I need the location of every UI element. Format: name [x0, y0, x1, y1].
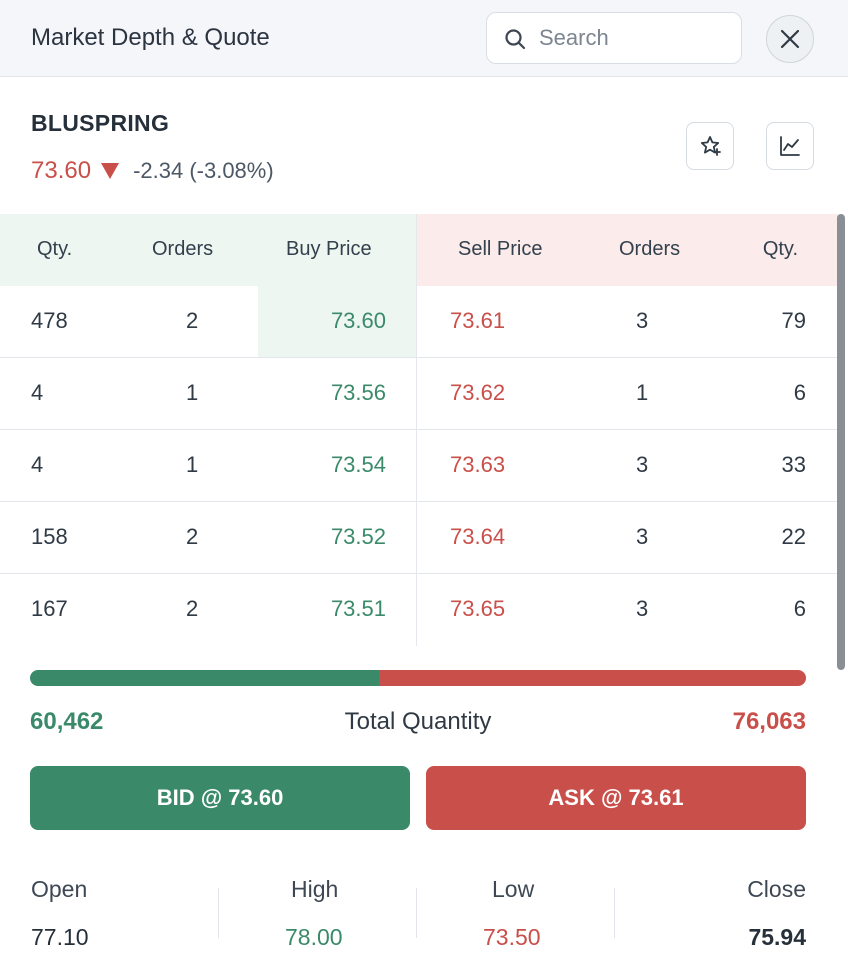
ohlc-section: Open 77.10 High 78.00 Low 73.50 Close 75…: [0, 868, 848, 958]
buy-orders: 1: [186, 452, 199, 477]
close-value: 75.94: [748, 924, 806, 950]
buy-price: 73.54: [330, 452, 386, 477]
ohlc-divider: [614, 888, 615, 938]
buy-qty: 158: [31, 524, 68, 549]
sell-price: 73.65: [450, 596, 506, 621]
open-label: Open: [31, 876, 88, 902]
buy-price: 73.52: [330, 524, 386, 549]
buy-qty: 167: [31, 596, 68, 621]
high-label: High: [291, 876, 339, 902]
total-quantity-label: Total Quantity: [344, 708, 492, 735]
star-plus-icon: [700, 136, 721, 156]
bid-button[interactable]: BID @ 73.60: [30, 766, 410, 830]
header-sell-orders: Orders: [619, 238, 681, 260]
buy-orders: 2: [186, 596, 199, 621]
search-input[interactable]: [539, 23, 729, 53]
ask-button[interactable]: ASK @ 73.61: [426, 766, 806, 830]
sell-orders: 3: [636, 524, 649, 549]
buy-orders: 2: [186, 308, 199, 333]
header-sell-price: Sell Price: [458, 238, 543, 260]
search-icon: [505, 29, 526, 50]
sell-orders: 3: [636, 452, 649, 477]
depth-row[interactable]: 4 1 73.56 73.62 1 6: [0, 358, 838, 430]
depth-row[interactable]: 478 2 73.60 73.61 3 79: [0, 286, 838, 358]
sell-price: 73.62: [450, 380, 506, 405]
buy-qty: 4: [31, 380, 44, 405]
buy-orders: 1: [186, 380, 199, 405]
sell-price: 73.63: [450, 452, 506, 477]
buy-qty: 478: [31, 308, 68, 333]
search-box[interactable]: [486, 12, 742, 64]
depth-table-header: Qty. Orders Buy Price Sell Price Orders …: [0, 214, 838, 286]
ohlc-divider: [218, 888, 219, 938]
open-value: 77.10: [31, 924, 89, 950]
sell-qty: 33: [781, 452, 806, 477]
sell-quantity-fill: [379, 670, 806, 686]
buy-header: Qty. Orders Buy Price: [0, 214, 417, 286]
buy-quantity-fill: [30, 670, 380, 686]
sell-orders: 3: [636, 308, 649, 333]
sell-price: 73.61: [450, 308, 506, 333]
sell-qty: 22: [781, 524, 806, 549]
buy-sell-divider: [416, 214, 417, 646]
buy-price: 73.51: [330, 596, 386, 621]
low-label: Low: [492, 876, 535, 902]
total-sell-quantity: 76,063: [732, 708, 806, 735]
down-arrow-icon: [101, 163, 120, 179]
sell-price: 73.64: [450, 524, 506, 549]
sell-header: Sell Price Orders Qty.: [417, 214, 838, 286]
open-chart-button[interactable]: [766, 122, 814, 170]
line-chart-icon: [780, 136, 800, 156]
price-change: -2.34 (-3.08%): [133, 158, 274, 183]
buy-price: 73.60: [330, 308, 386, 333]
depth-table-body: 478 2 73.60 73.61 3 79 4 1 73.56 73.62 1…: [0, 214, 838, 646]
sell-orders: 1: [636, 380, 649, 405]
close-label: Close: [747, 876, 806, 902]
close-button[interactable]: [766, 15, 814, 63]
header-sell-qty: Qty.: [762, 238, 798, 260]
depth-row[interactable]: 158 2 73.52 73.64 3 22: [0, 502, 838, 574]
low-value: 73.50: [483, 924, 541, 950]
sell-qty: 6: [793, 380, 806, 405]
header-buy-orders: Orders: [152, 238, 214, 260]
buy-price: 73.56: [330, 380, 386, 405]
total-quantity-bar: [30, 670, 806, 686]
symbol-name: BLUSPRING: [31, 110, 170, 136]
depth-table: Qty. Orders Buy Price Sell Price Orders …: [0, 214, 838, 646]
header-buy-qty: Qty.: [37, 238, 73, 260]
last-traded-price: 73.60: [31, 157, 92, 184]
best-bid-highlight: [258, 286, 416, 357]
scrollbar[interactable]: [837, 214, 845, 670]
add-watchlist-button[interactable]: [686, 122, 734, 170]
total-buy-quantity: 60,462: [30, 708, 104, 735]
depth-row[interactable]: 167 2 73.51 73.65 3 6: [0, 574, 838, 646]
sell-qty: 6: [793, 596, 806, 621]
sell-orders: 3: [636, 596, 649, 621]
ohlc-divider: [416, 888, 417, 938]
high-value: 78.00: [285, 924, 343, 950]
sell-qty: 79: [781, 308, 806, 333]
panel-header: Market Depth & Quote: [0, 0, 848, 77]
buy-orders: 2: [186, 524, 199, 549]
depth-row[interactable]: 4 1 73.54 73.63 3 33: [0, 430, 838, 502]
close-icon: [780, 29, 800, 49]
panel-title: Market Depth & Quote: [31, 24, 270, 51]
header-buy-price: Buy Price: [286, 238, 372, 260]
price-row: 73.60 -2.34 (-3.08%): [31, 156, 274, 186]
buy-qty: 4: [31, 452, 44, 477]
